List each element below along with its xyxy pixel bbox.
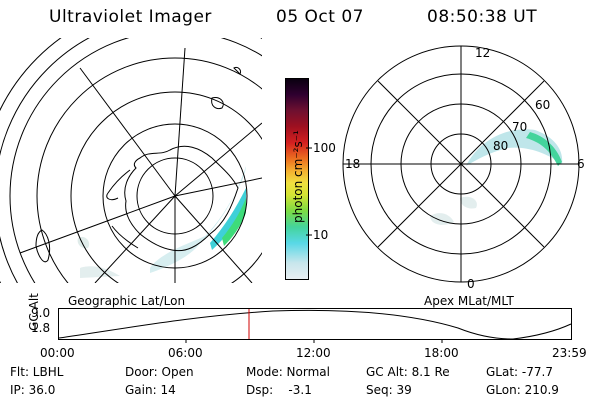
mlt-label-12: 12 xyxy=(475,46,491,60)
door-info: Door: Open xyxy=(125,365,194,379)
instrument-title: Ultraviolet Imager xyxy=(49,7,212,27)
time-tick-0600: 06:00 xyxy=(168,346,203,360)
time-tick-0000: 00:00 xyxy=(40,346,75,360)
mlat-label-80: 80 xyxy=(493,139,509,153)
colorbar-unit-label: photon cm⁻²s⁻¹ xyxy=(291,130,305,223)
seq-info: Seq: 39 xyxy=(366,383,412,397)
ip-info: IP: 36.0 xyxy=(10,383,56,397)
glon-info: GLon: 210.9 xyxy=(486,383,559,397)
apex-polar-map xyxy=(342,45,580,283)
colorbar-tick-10: 10 xyxy=(313,228,329,242)
dsp-info: Dsp: -3.1 xyxy=(246,383,312,397)
apex-map-label: Apex MLat/MLT xyxy=(424,294,514,308)
glat-info: GLat: -77.7 xyxy=(486,365,553,379)
mlt-label-0: 0 xyxy=(467,277,475,291)
filter-info: Flt: LBHL xyxy=(10,365,64,379)
intensity-colorbar xyxy=(285,78,309,280)
time-tick-1800: 18:00 xyxy=(424,346,459,360)
mlt-label-6: 6 xyxy=(577,157,585,171)
mlat-label-70: 70 xyxy=(512,120,528,134)
time-tick-1200: 12:00 xyxy=(296,346,331,360)
altitude-tick-1-8: 1.8 xyxy=(31,321,51,335)
observation-date: 05 Oct 07 xyxy=(276,7,364,27)
time-tick-2359: 23:59 xyxy=(552,346,587,360)
aurora-image-geo xyxy=(77,166,246,278)
colorbar-tick-100: 100 xyxy=(313,141,336,155)
altitude-tick-9: 9.0 xyxy=(31,306,51,320)
mode-info: Mode: Normal xyxy=(246,365,330,379)
mlt-label-18: 18 xyxy=(345,157,361,171)
geographic-map-label: Geographic Lat/Lon xyxy=(68,294,186,308)
altitude-plot xyxy=(58,308,572,343)
gc-alt-info: GC Alt: 8.1 Re xyxy=(366,365,450,379)
mlat-label-60: 60 xyxy=(535,98,551,112)
aurora-image-apex xyxy=(430,129,563,225)
observation-time: 08:50:38 UT xyxy=(427,7,538,27)
geographic-map xyxy=(0,38,262,283)
gain-info: Gain: 14 xyxy=(125,383,176,397)
colorbar-ticks xyxy=(306,147,312,236)
